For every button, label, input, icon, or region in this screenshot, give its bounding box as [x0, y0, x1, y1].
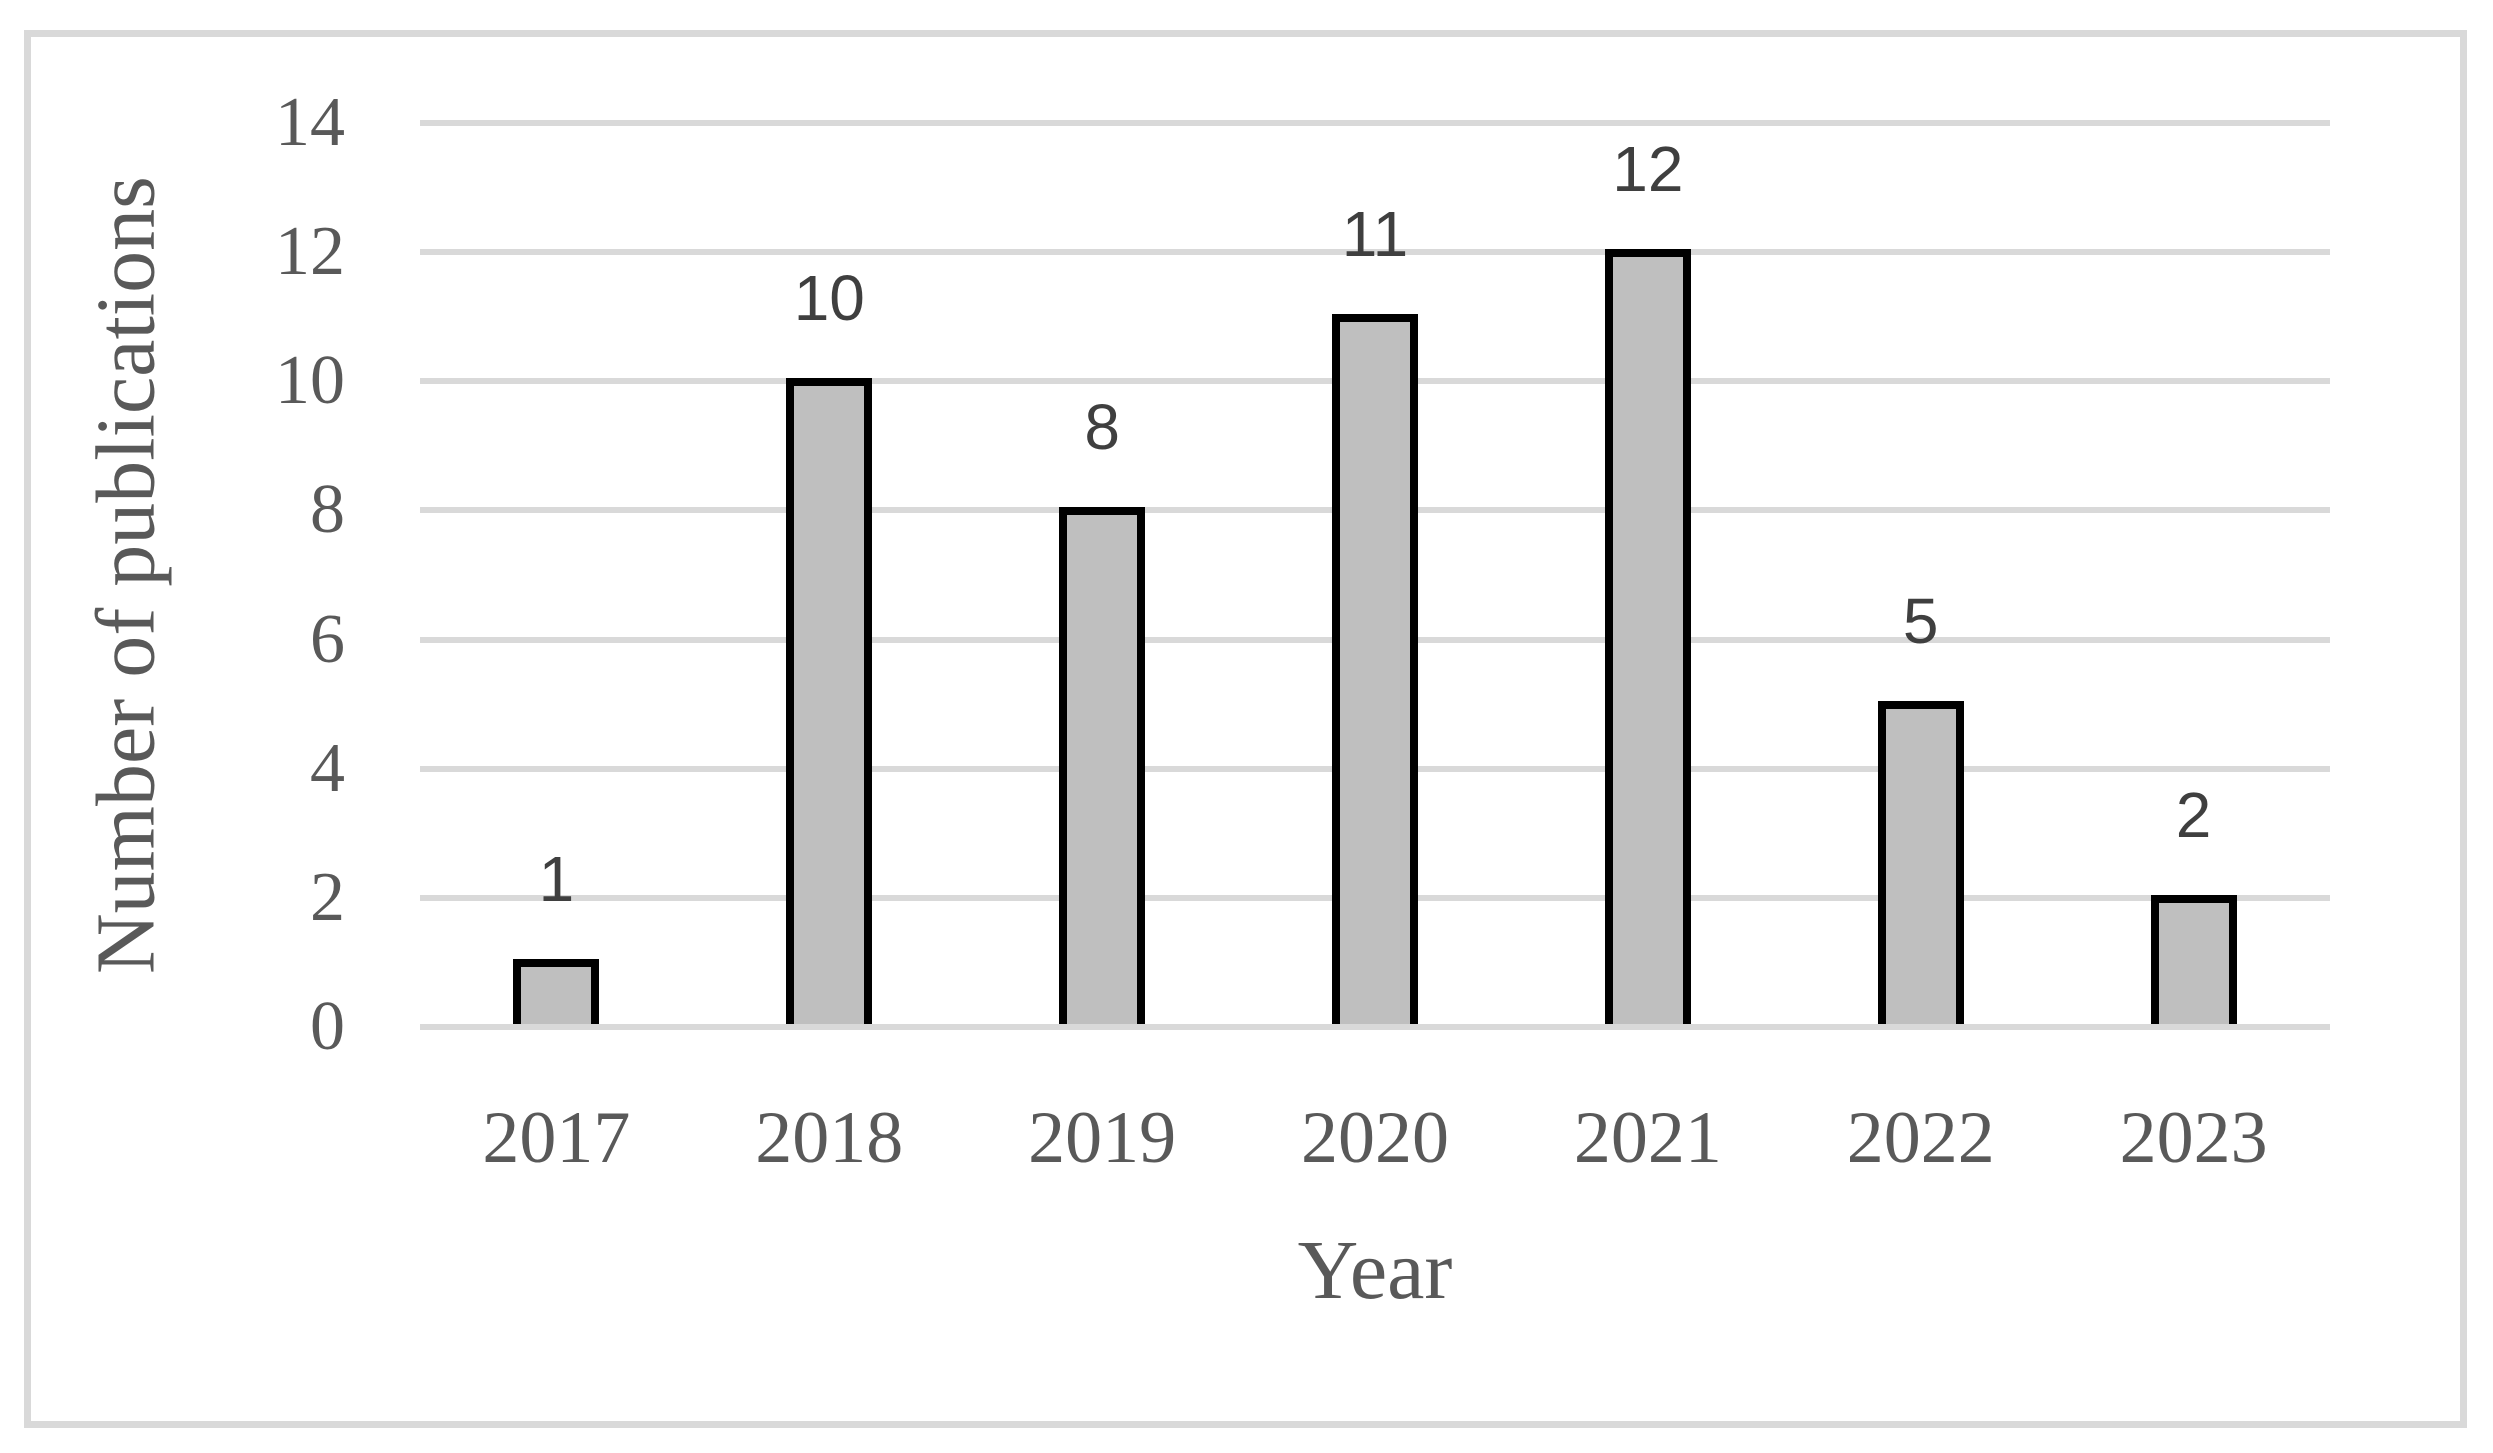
- bar-2018: [786, 378, 873, 1024]
- gridline-y12: [420, 249, 2330, 256]
- y-tick-label-6: 6: [310, 600, 345, 678]
- x-tick-label-2022: 2022: [1846, 1097, 1995, 1179]
- bar-2019: [1059, 507, 1146, 1024]
- bar-slot-2023: 2: [2057, 120, 2330, 1030]
- gridline-y14: [420, 120, 2330, 126]
- figure-frame: Number of publications 0 2 4 6 8 10 12 14 1 10 8 1…: [24, 30, 2467, 1428]
- bar-slot-2022: 5: [1784, 120, 2057, 1030]
- x-tick-label-2018: 2018: [755, 1097, 904, 1179]
- y-tick-label-8: 8: [310, 471, 345, 549]
- bar-value-label-2018: 10: [793, 262, 865, 335]
- bar-slot-2020: 11: [1239, 120, 1512, 1030]
- y-tick-label-12: 12: [275, 213, 345, 291]
- bar-value-label-2021: 12: [1612, 133, 1684, 206]
- bar-series: 1 10 8 11 12 5 2: [420, 120, 2330, 1030]
- y-tick-label-2: 2: [310, 858, 345, 936]
- bar-2017: [513, 959, 600, 1024]
- gridline-y0: [420, 1024, 2330, 1030]
- y-tick-label-10: 10: [275, 342, 345, 420]
- bar-slot-2018: 10: [693, 120, 966, 1030]
- x-tick-label-2021: 2021: [1573, 1097, 1722, 1179]
- bar-2020: [1332, 313, 1418, 1024]
- x-axis-title: Year: [1297, 1224, 1453, 1317]
- bar-slot-2019: 8: [966, 120, 1239, 1030]
- bar-value-label-2017: 1: [538, 843, 575, 916]
- y-tick-label-4: 4: [310, 729, 345, 807]
- bar-value-label-2023: 2: [2175, 778, 2212, 851]
- plot-area: 1 10 8 11 12 5 2: [420, 120, 2330, 1030]
- bar-value-label-2022: 5: [1902, 585, 1939, 658]
- bar-slot-2017: 1: [420, 120, 693, 1030]
- bar-value-label-2019: 8: [1084, 391, 1120, 464]
- y-tick-label-14: 14: [275, 84, 345, 161]
- x-tick-label-2017: 2017: [482, 1097, 631, 1179]
- y-tick-label-0: 0: [310, 988, 345, 1065]
- y-axis-tick-labels: 0 2 4 6 8 10 12 14: [31, 88, 345, 1062]
- bar-slot-2021: 12: [1511, 120, 1784, 1030]
- bar-2022: [1877, 701, 1964, 1024]
- bar-2021: [1604, 249, 1691, 1024]
- bar-value-label-2020: 11: [1341, 197, 1409, 270]
- x-tick-label-2023: 2023: [2119, 1097, 2268, 1179]
- bar-2023: [2150, 894, 2237, 1024]
- x-tick-label-2020: 2020: [1301, 1097, 1449, 1179]
- x-axis-tick-labels: 2017 2018 2019 2020 2021 2022 2023: [420, 1101, 2330, 1175]
- x-tick-label-2019: 2019: [1028, 1097, 1177, 1179]
